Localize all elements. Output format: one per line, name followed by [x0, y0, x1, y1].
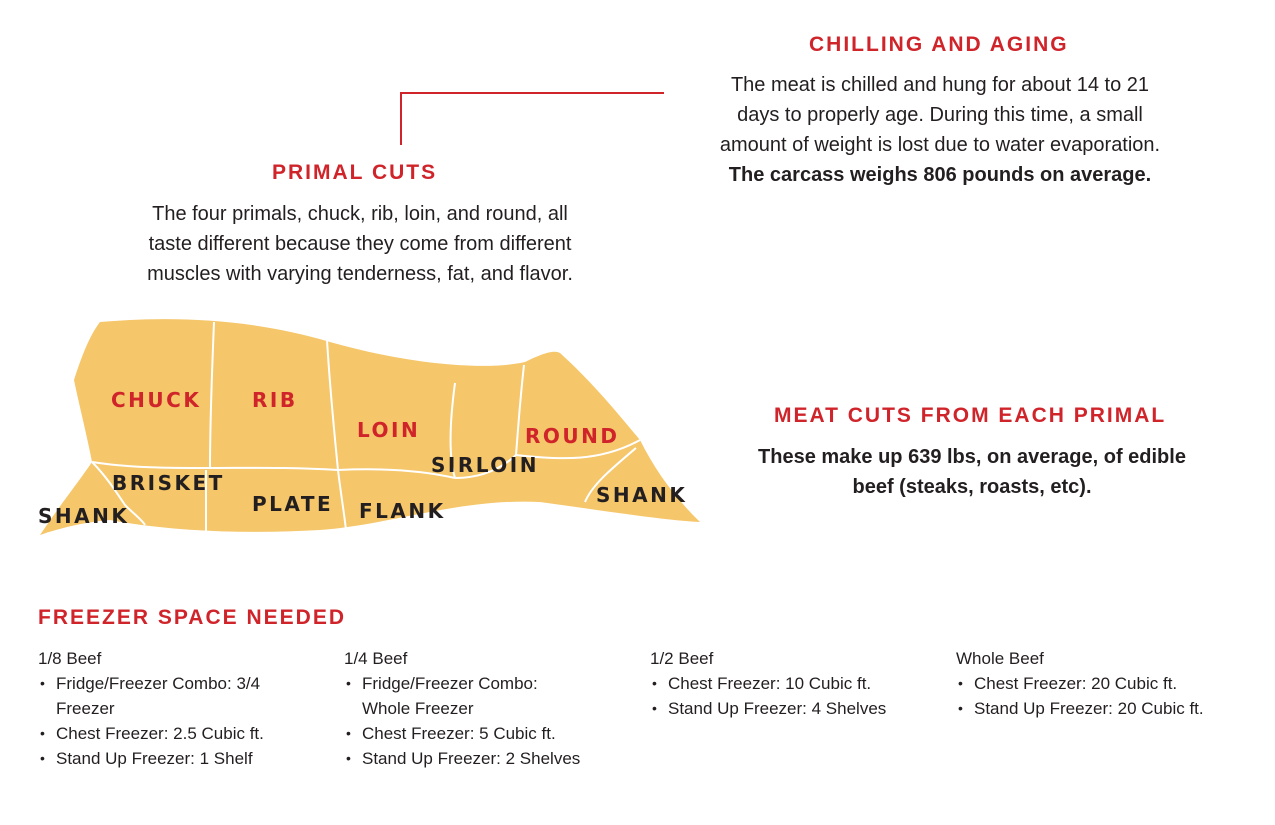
primal-line-1: The four primals, chuck, rib, loin, and …: [152, 203, 568, 225]
chilling-aging-heading: CHILLING AND AGING: [809, 33, 1069, 56]
meat-cuts-line-2: beef (steaks, roasts, etc).: [852, 476, 1092, 498]
freezer-column-quarter: 1/4 Beef Fridge/Freezer Combo: Whole Fre…: [344, 646, 634, 771]
primal-line-2: taste different because they come from d…: [148, 233, 572, 255]
freezer-list: Chest Freezer: 10 Cubic ft. Stand Up Fre…: [650, 671, 950, 721]
label-flank: FLANK: [359, 499, 446, 523]
label-brisket: BRISKET: [112, 471, 225, 495]
cut-divider-lines: [91, 321, 641, 532]
chilling-line-3: amount of weight is lost due to water ev…: [719, 134, 1161, 156]
list-item: Fridge/Freezer Combo: Whole Freezer: [344, 671, 572, 721]
meat-cuts-line-1: These make up 639 lbs, on average, of ed…: [758, 446, 1186, 468]
list-item: Stand Up Freezer: 4 Shelves: [650, 696, 950, 721]
list-item: Stand Up Freezer: 2 Shelves: [344, 746, 634, 771]
column-title: 1/2 Beef: [650, 649, 714, 668]
list-item: Chest Freezer: 20 Cubic ft.: [956, 671, 1256, 696]
freezer-column-whole: Whole Beef Chest Freezer: 20 Cubic ft. S…: [956, 646, 1256, 721]
freezer-column-half: 1/2 Beef Chest Freezer: 10 Cubic ft. Sta…: [650, 646, 950, 721]
freezer-space-heading: FREEZER SPACE NEEDED: [38, 606, 346, 629]
freezer-list: Chest Freezer: 20 Cubic ft. Stand Up Fre…: [956, 671, 1256, 721]
primal-line-3: muscles with varying tenderness, fat, an…: [147, 263, 573, 285]
freezer-list: Fridge/Freezer Combo: Whole Freezer Ches…: [344, 671, 634, 771]
chilling-line-2: days to properly age. During this time, …: [737, 104, 1143, 126]
label-rib: RIB: [252, 388, 298, 412]
label-chuck: CHUCK: [111, 388, 201, 412]
list-item: Chest Freezer: 2.5 Cubic ft.: [38, 721, 328, 746]
primal-cuts-heading: PRIMAL CUTS: [272, 161, 438, 184]
primal-cuts-text: The four primals, chuck, rib, loin, and …: [60, 199, 660, 289]
column-title: 1/8 Beef: [38, 649, 102, 668]
chilling-line-1: The meat is chilled and hung for about 1…: [730, 74, 1150, 96]
meat-cuts-text: These make up 639 lbs, on average, of ed…: [672, 442, 1272, 502]
label-shank-rear: SHANK: [596, 483, 687, 507]
list-item: Chest Freezer: 5 Cubic ft.: [344, 721, 634, 746]
label-plate: PLATE: [252, 492, 333, 516]
freezer-list: Fridge/Freezer Combo: 3/4 Freezer Chest …: [38, 671, 328, 771]
label-shank-front: SHANK: [38, 504, 129, 528]
list-item: Stand Up Freezer: 1 Shelf: [38, 746, 328, 771]
column-title: 1/4 Beef: [344, 649, 408, 668]
list-item: Chest Freezer: 10 Cubic ft.: [650, 671, 950, 696]
label-loin: LOIN: [357, 418, 420, 442]
cut-labels: CHUCK RIB LOIN ROUND SIRLOIN BRISKET PLA…: [38, 388, 687, 528]
column-title: Whole Beef: [956, 649, 1044, 668]
meat-cuts-heading: MEAT CUTS FROM EACH PRIMAL: [774, 404, 1167, 427]
label-sirloin: SIRLOIN: [431, 453, 539, 477]
list-item: Fridge/Freezer Combo: 3/4 Freezer: [38, 671, 306, 721]
freezer-column-eighth: 1/8 Beef Fridge/Freezer Combo: 3/4 Freez…: [38, 646, 328, 771]
label-round: ROUND: [525, 424, 619, 448]
list-item: Stand Up Freezer: 20 Cubic ft.: [956, 696, 1256, 721]
carcass-weight-text: The carcass weighs 806 pounds on average…: [728, 164, 1152, 186]
chilling-aging-text: The meat is chilled and hung for about 1…: [640, 70, 1240, 190]
